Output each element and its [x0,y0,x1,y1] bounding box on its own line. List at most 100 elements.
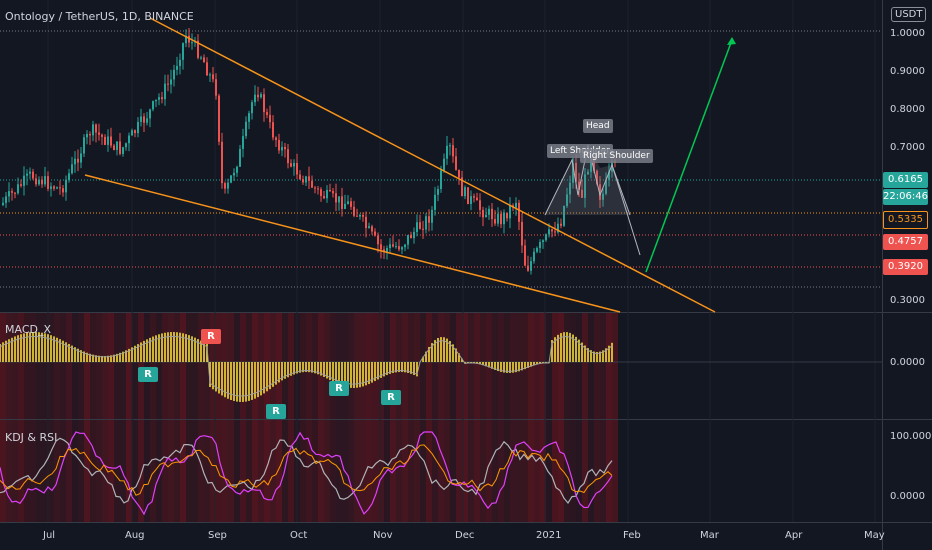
candle [353,206,355,216]
candle [263,94,265,113]
candle [503,212,505,225]
candle [443,158,445,171]
time-tick: Oct [290,530,308,541]
candle [470,196,472,204]
candle [332,191,334,194]
candle [329,190,331,192]
current-price-tag: 0.6165 [883,172,928,188]
candle [335,193,337,203]
candle [128,135,130,144]
candle [107,136,109,145]
price-tick: 0.8000 [890,104,925,115]
candle [479,200,481,210]
candle [197,40,199,58]
candle [551,229,553,232]
candle [248,113,250,122]
buy-signal-badge: R [266,404,286,419]
candle [179,59,181,67]
kdj-title: KDJ & RSI [5,431,58,444]
candle [413,231,415,239]
candle [419,222,421,229]
candle [608,171,610,180]
candle [422,228,424,230]
candle [95,124,97,133]
candle [83,137,85,154]
chart-title: Ontology / TetherUS, 1D, BINANCE [5,10,194,23]
candle [569,182,571,195]
candle [302,179,304,183]
macd-title: MACD_X [5,323,52,336]
candle [536,248,538,252]
candle [548,229,550,235]
candle [515,202,517,208]
candle [86,134,88,138]
time-tick: Aug [125,530,145,541]
candle [347,201,349,204]
candle [206,62,208,76]
candle [137,121,139,134]
candle [359,214,361,217]
candle [428,216,430,223]
candle [371,226,373,232]
candle [185,35,187,44]
candle [425,216,427,230]
candle [521,221,523,246]
candle [5,196,7,203]
candle [191,42,193,44]
candle [245,121,247,137]
candle [212,74,214,80]
price-tick: 0.9000 [890,66,925,77]
candle [266,112,268,115]
candle [242,136,244,149]
time-tick: Feb [623,530,641,541]
candle [38,179,40,185]
candle [368,226,370,228]
buy-signal-badge: R [381,390,401,405]
right-shoulder-label[interactable]: Right Shoulder [580,149,653,163]
macd-zero-tick: 0.0000 [890,357,925,368]
head-label[interactable]: Head [583,119,613,133]
candle [251,102,253,114]
time-tick: Dec [455,530,475,541]
candle [452,145,454,157]
time-tick: 2021 [536,530,562,541]
candle [14,192,16,194]
candle [464,187,466,197]
candle [524,245,526,266]
candle [296,162,298,175]
candle [80,153,82,163]
candle [41,179,43,185]
candle [71,164,73,174]
currency-unit-button[interactable]: USDT [891,7,927,22]
candle [497,213,499,224]
candle [110,136,112,146]
candle [542,240,544,243]
candle [599,184,601,200]
candle [557,223,559,233]
candle [215,79,217,96]
price-tick: 0.7000 [890,142,925,153]
candle [431,209,433,223]
candle [77,158,79,163]
candle [407,234,409,245]
candle [341,196,343,209]
candle [392,244,394,247]
candle [356,215,358,217]
candle [50,186,52,189]
candle [500,213,502,225]
candle [56,187,58,189]
candle [8,191,10,197]
upper-trendline [149,17,716,313]
candle [344,203,346,209]
price-tick: 1.0000 [890,28,925,39]
buy-signal-badge: R [329,381,349,396]
candle [167,83,169,85]
candle [284,146,286,150]
candle [2,202,4,205]
candle [320,189,322,196]
candle [485,214,487,218]
candle [146,118,148,123]
candle [488,208,490,215]
candle [473,196,475,198]
